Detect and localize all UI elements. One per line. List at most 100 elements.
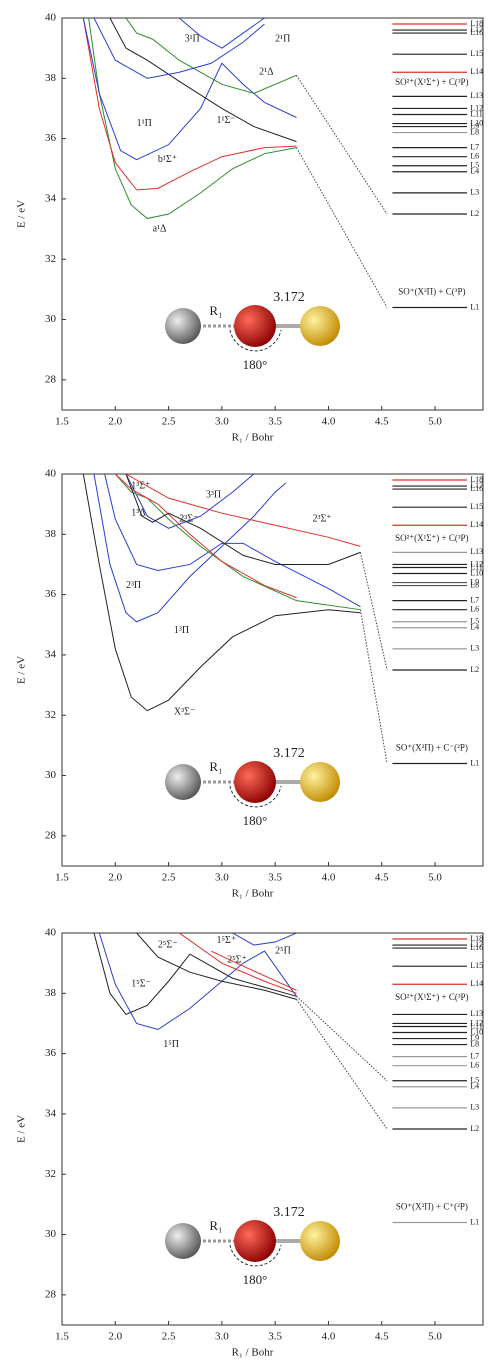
level-label: L3	[470, 644, 479, 653]
x-tick-label: 3.5	[268, 1331, 282, 1343]
curve	[296, 999, 388, 1130]
level-label: L4	[470, 167, 479, 176]
x-tick-label: 2.5	[162, 1331, 176, 1343]
asymptote-label: SO⁺(X²Π) + C⁻(²P)	[396, 742, 468, 752]
level-label: L18	[470, 934, 483, 943]
curve	[359, 552, 388, 671]
curve-label: 1⁵Σ⁺	[217, 935, 237, 946]
level-label: L18	[470, 475, 483, 484]
curve-label: 2³Σ⁻	[179, 514, 198, 525]
y-axis-label: E / eV	[16, 656, 28, 684]
curve	[125, 474, 361, 565]
x-tick-label: 3.0	[215, 872, 229, 884]
x-tick-label: 5.0	[428, 1331, 442, 1343]
atom-s	[234, 305, 276, 347]
level-label: L12	[470, 1018, 483, 1027]
level-label: L7	[470, 142, 479, 151]
level-label: L2	[470, 665, 479, 674]
curve	[296, 75, 388, 215]
y-axis-label: E / eV	[16, 200, 28, 228]
level-label: L15	[470, 49, 483, 58]
x-tick-label: 2.0	[108, 1331, 122, 1343]
level-label: L13	[470, 91, 483, 100]
x-tick-label: 2.0	[108, 416, 122, 428]
bond-label: R₁	[209, 1218, 222, 1233]
level-label: L2	[470, 1124, 479, 1133]
y-tick-label: 36	[45, 1047, 57, 1059]
y-tick-label: 40	[45, 468, 57, 480]
y-tick-label: 32	[45, 709, 56, 721]
distance-label: 3.172	[273, 746, 305, 761]
level-label: L17	[470, 940, 483, 949]
level-label: L4	[470, 1082, 479, 1091]
y-tick-label: 30	[45, 313, 57, 325]
x-tick-label: 1.5	[55, 1331, 69, 1343]
curve-label: 1³Π	[174, 625, 189, 636]
y-tick-label: 36	[45, 132, 57, 144]
curve-label: 2³Π	[126, 580, 141, 591]
level-label: L3	[470, 188, 479, 197]
plot-frame	[61, 932, 484, 1326]
curve	[136, 933, 297, 1000]
angle-label: 180°	[243, 813, 268, 828]
y-tick-label: 38	[45, 72, 57, 84]
x-axis-label: R₁ / Bohr	[232, 432, 274, 444]
x-axis-label: R₁ / Bohr	[232, 888, 274, 900]
x-tick-label: 1.5	[55, 416, 69, 428]
y-tick-label: 30	[45, 1228, 57, 1240]
level-label: L9	[470, 121, 479, 130]
y-tick-label: 40	[45, 927, 57, 939]
curve-label: 1¹Σ⁻	[217, 115, 236, 126]
curve	[98, 933, 297, 1031]
level-label: L5	[470, 1076, 479, 1085]
angle-label: 180°	[243, 357, 268, 372]
y-tick-label: 38	[45, 987, 57, 999]
level-label: L9	[470, 577, 479, 586]
level-label: L1	[470, 758, 479, 767]
curve	[178, 933, 297, 994]
level-label: L15	[470, 502, 483, 511]
curve-label: b¹Σ⁺	[158, 154, 177, 165]
level-label: L17	[470, 481, 483, 490]
x-tick-label: 4.0	[322, 416, 336, 428]
curve	[296, 147, 388, 308]
level-label: L7	[470, 1051, 479, 1060]
level-label: L10	[470, 1027, 483, 1036]
atom-o	[300, 762, 340, 802]
level-label: L11	[470, 1021, 483, 1030]
angle-arc	[229, 1244, 282, 1267]
level-label: L8	[470, 127, 479, 136]
x-tick-label: 2.0	[108, 872, 122, 884]
y-tick-label: 32	[45, 1168, 56, 1180]
y-tick-label: 38	[45, 528, 57, 540]
x-tick-label: 5.0	[428, 416, 442, 428]
x-tick-label: 4.0	[322, 1331, 336, 1343]
level-label: L5	[470, 161, 479, 170]
x-tick-label: 5.0	[428, 872, 442, 884]
x-tick-label: 4.5	[375, 872, 389, 884]
level-label: L12	[470, 559, 483, 568]
curve-label: 2¹Π	[275, 33, 290, 44]
y-tick-label: 28	[45, 373, 57, 385]
x-tick-label: 3.5	[268, 872, 282, 884]
atom-o	[300, 1221, 340, 1261]
curve	[82, 474, 361, 712]
x-axis-label: R₁ / Bohr	[232, 1347, 274, 1359]
level-label: L1	[470, 302, 479, 311]
curve	[125, 474, 361, 547]
bond-label: R₁	[209, 303, 222, 318]
asymptote-label: SO²⁺(X¹Σ⁺) + C(³P)	[395, 992, 468, 1002]
y-tick-label: 40	[45, 12, 57, 24]
atom-c	[165, 308, 201, 344]
level-label: L12	[470, 103, 483, 112]
bond-label: R₁	[209, 759, 222, 774]
curve	[296, 995, 388, 1082]
level-label: L16	[470, 943, 483, 952]
curve-label: 2⁵Π	[275, 945, 291, 956]
level-label: L8	[470, 1039, 479, 1048]
y-tick-label: 32	[45, 253, 56, 265]
curve-label: X³Σ⁻	[174, 707, 195, 718]
angle-label: 180°	[243, 1272, 268, 1287]
x-tick-label: 4.5	[375, 416, 389, 428]
